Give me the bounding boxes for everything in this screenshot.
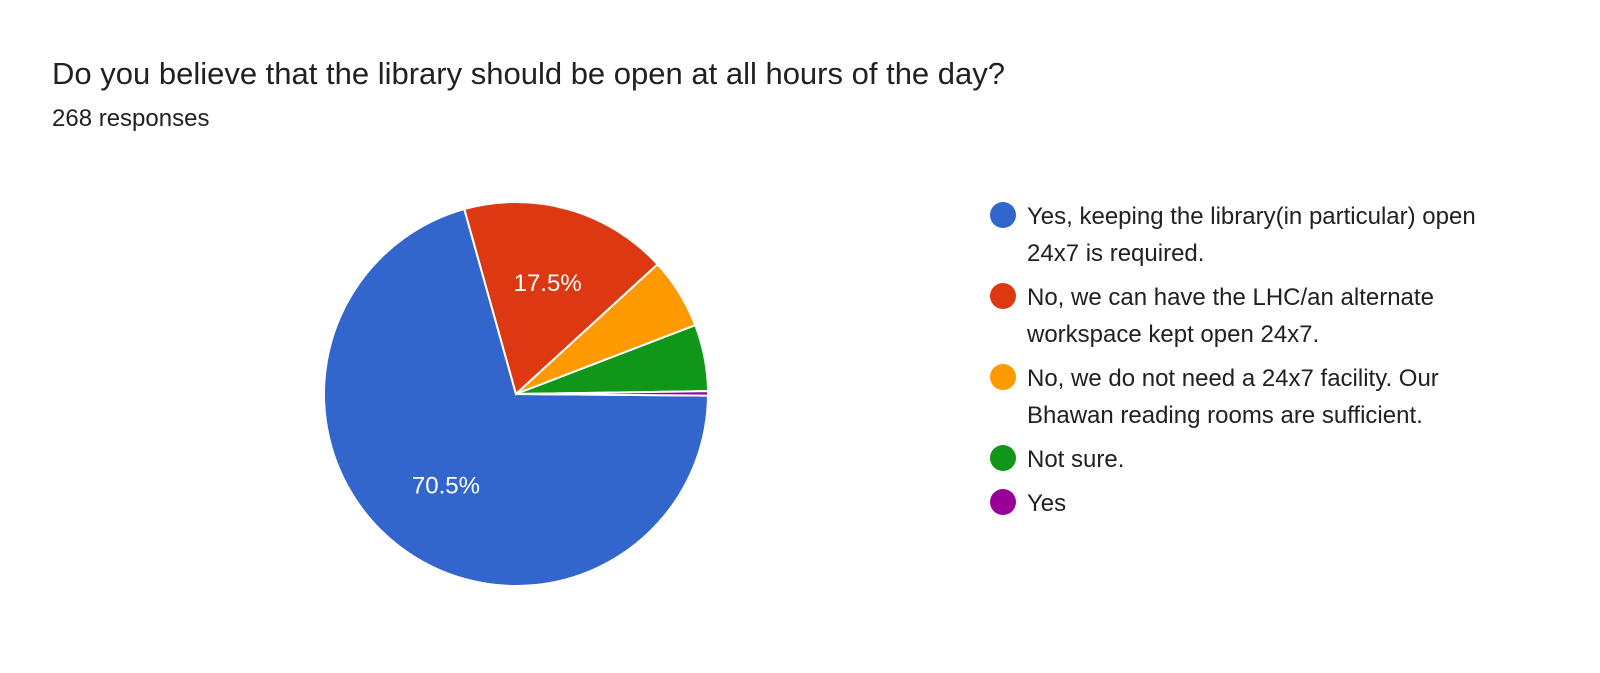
legend-swatch-icon	[990, 283, 1016, 309]
chart-title: Do you believe that the library should b…	[52, 56, 1006, 91]
legend-item[interactable]: No, we can have the LHC/an alternate wor…	[990, 279, 1550, 353]
legend-item[interactable]: Not sure.	[990, 441, 1550, 478]
response-count: 268 responses	[52, 105, 210, 132]
pie-slice-1[interactable]	[463, 201, 660, 396]
legend-label: No, we can have the LHC/an alternate wor…	[1027, 284, 1434, 348]
pie-slice-0[interactable]	[323, 207, 710, 587]
legend-item[interactable]: No, we do not need a 24x7 facility. Our …	[990, 360, 1550, 434]
legend-item[interactable]: Yes, keeping the library(in particular) …	[990, 198, 1550, 272]
legend-item[interactable]: Yes	[990, 485, 1550, 522]
pie-slice-4[interactable]	[515, 390, 709, 397]
legend-label: Yes	[1027, 490, 1067, 517]
legend: Yes, keeping the library(in particular) …	[990, 198, 1550, 529]
slice-label-1: 17.5%	[514, 270, 582, 297]
legend-swatch-icon	[990, 445, 1016, 471]
legend-label: Not sure.	[1027, 446, 1125, 473]
legend-swatch-icon	[990, 364, 1016, 390]
legend-label: No, we do not need a 24x7 facility. Our …	[1027, 365, 1439, 429]
legend-swatch-icon	[990, 202, 1016, 228]
legend-swatch-icon	[990, 489, 1016, 515]
slice-label-0: 70.5%	[412, 472, 480, 499]
legend-label: Yes, keeping the library(in particular) …	[1027, 203, 1476, 267]
